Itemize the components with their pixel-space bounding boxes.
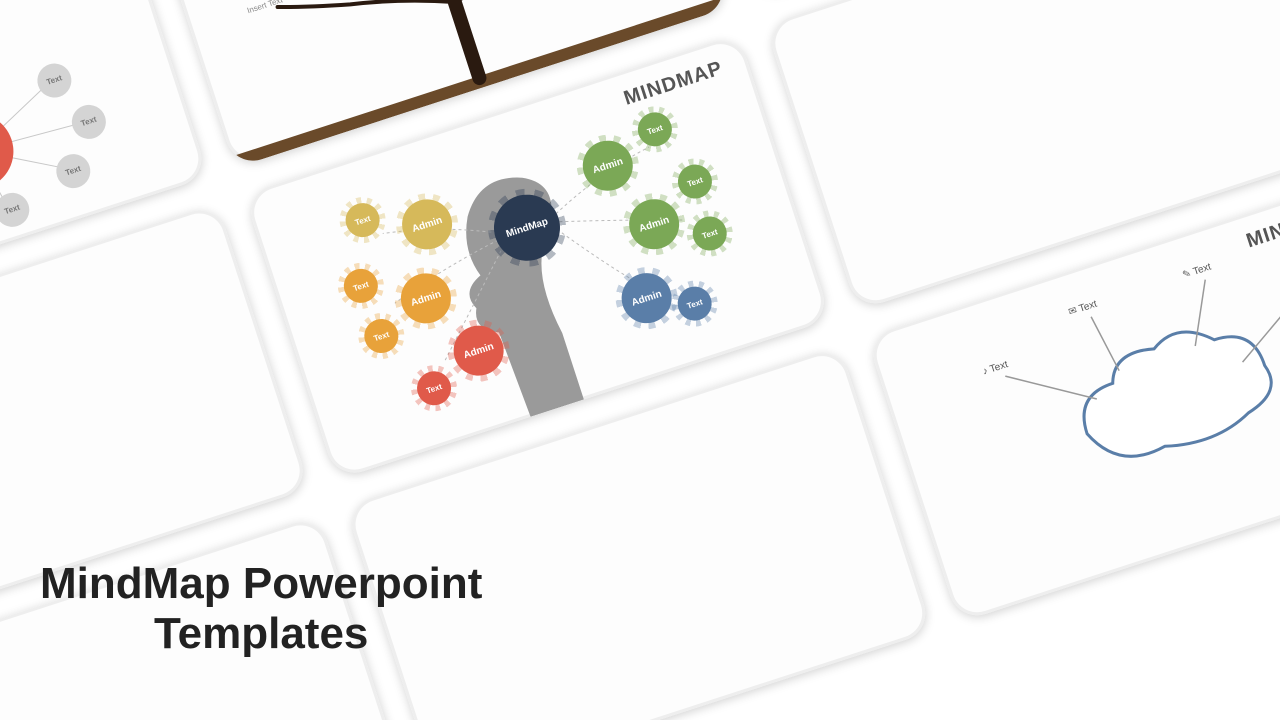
txt-gear: Text: [673, 282, 716, 325]
title-line-1: MindMap Powerpoint: [40, 559, 482, 610]
stage: Sample 8 Suitable for all categories bus…: [0, 0, 1280, 720]
title-line-2: Templates: [40, 609, 482, 660]
txt-gear: Text: [633, 108, 676, 151]
txt-gear: Text: [339, 264, 382, 307]
txt-gear: Text: [360, 315, 403, 358]
page-title: MindMap Powerpoint Templates: [40, 559, 482, 660]
txt-gear: Text: [674, 160, 717, 203]
txt-gear: Text: [341, 199, 384, 242]
txt-gear: Text: [688, 212, 731, 255]
txt-gear: Text: [413, 367, 456, 410]
